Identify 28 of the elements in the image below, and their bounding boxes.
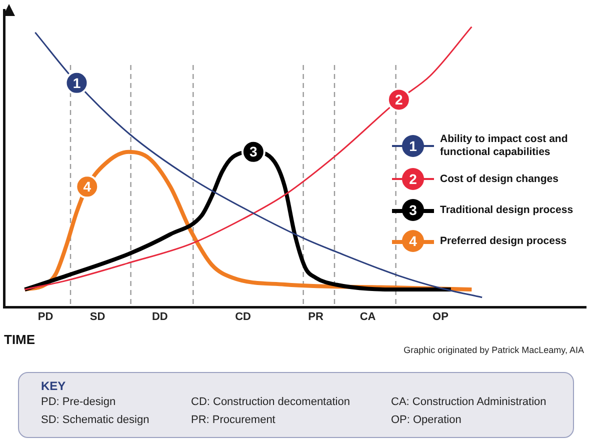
text: SD: Schematic design bbox=[41, 414, 150, 428]
legend-label: Cost of design changes bbox=[440, 172, 558, 186]
text: Graphic originated by Patrick MacLeamy, AIA bbox=[404, 345, 584, 355]
annotation: 3 bbox=[250, 144, 258, 160]
text: CD: Construction decomentation bbox=[191, 396, 351, 410]
annotation: 1 bbox=[72, 74, 81, 91]
text: OP: Operation bbox=[391, 414, 462, 428]
text: CA: Construction Administration bbox=[391, 396, 548, 410]
x-tick-label: OP bbox=[432, 310, 448, 323]
text: PD: Pre-design bbox=[41, 396, 117, 410]
annotation: 2 bbox=[395, 92, 404, 108]
x-tick-label: DD bbox=[152, 310, 168, 323]
x-tick-label: PR bbox=[308, 310, 324, 323]
legend-label: Ability to impact cost and functional capabilities bbox=[440, 133, 569, 159]
text: 4 bbox=[409, 233, 417, 249]
text: PR: Procurement bbox=[191, 414, 276, 428]
x-tick-label: CA bbox=[360, 310, 376, 323]
legend-label: Preferred design process bbox=[440, 234, 567, 248]
x-tick-label: CD bbox=[235, 310, 252, 323]
text: 1 bbox=[409, 138, 417, 154]
text: 2 bbox=[409, 171, 417, 187]
x-tick-label: SD bbox=[90, 310, 106, 323]
x-axis-title: TIME bbox=[4, 332, 36, 347]
text: KEY bbox=[41, 379, 67, 393]
legend-label: Traditional design process bbox=[440, 204, 574, 216]
text: 3 bbox=[409, 202, 417, 218]
annotation: 4 bbox=[83, 178, 92, 194]
x-tick-label: PD bbox=[38, 310, 54, 323]
